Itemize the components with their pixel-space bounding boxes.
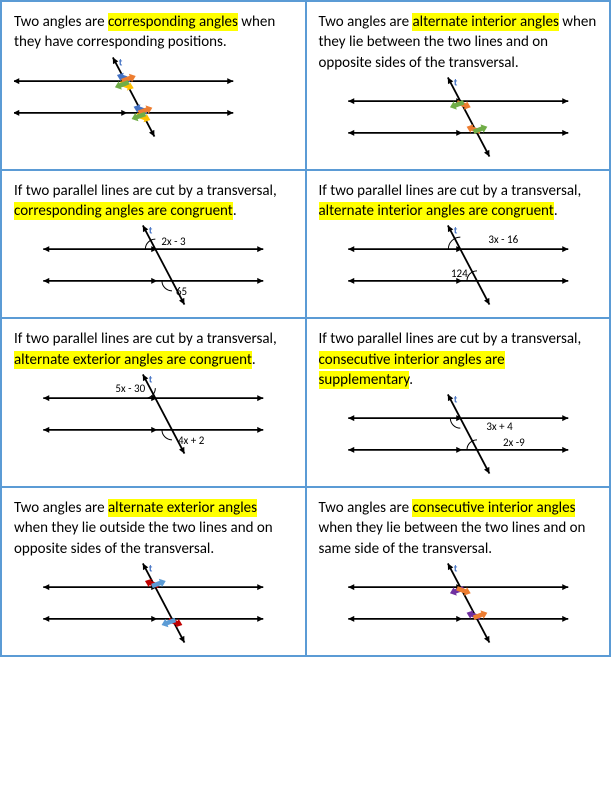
cell-text: If two parallel lines are cut by a trans… <box>319 181 598 222</box>
cell-7: Two angles are alternate exterior angles… <box>1 487 306 656</box>
diagram: t 5x - 30 4x + 2 <box>14 370 293 460</box>
svg-text:t: t <box>149 561 153 574</box>
svg-text:t: t <box>453 392 457 405</box>
cell-text: If two parallel lines are cut by a trans… <box>14 181 293 222</box>
svg-text:5x - 30: 5x - 30 <box>115 382 145 395</box>
cell-5: If two parallel lines are cut by a trans… <box>1 318 306 487</box>
svg-text:2x -9: 2x -9 <box>502 436 524 449</box>
diagram: t <box>14 559 293 649</box>
cell-8: Two angles are consecutive interior angl… <box>306 487 611 656</box>
cell-6: If two parallel lines are cut by a trans… <box>306 318 611 487</box>
svg-text:124: 124 <box>450 267 467 280</box>
cell-text: If two parallel lines are cut by a trans… <box>14 329 293 370</box>
svg-text:3x + 4: 3x + 4 <box>486 420 513 433</box>
svg-text:2x - 3: 2x - 3 <box>161 235 186 248</box>
svg-text:t: t <box>453 561 457 574</box>
diagram: t 2x - 3 65 <box>14 221 293 311</box>
cell-text: Two angles are corresponding angles when… <box>14 12 293 53</box>
svg-text:t: t <box>149 372 153 385</box>
svg-text:t: t <box>453 75 457 88</box>
cell-text: Two angles are consecutive interior angl… <box>319 498 598 559</box>
diagram: t 3x + 4 2x -9 <box>319 390 598 480</box>
diagram: t <box>319 73 598 163</box>
cell-2: Two angles are alternate interior angles… <box>306 1 611 170</box>
svg-text:3x - 16: 3x - 16 <box>488 233 518 246</box>
cell-text: If two parallel lines are cut by a trans… <box>319 329 598 390</box>
svg-text:4x + 2: 4x + 2 <box>178 434 205 447</box>
angle-relationships-grid: Two angles are corresponding angles when… <box>0 0 611 657</box>
cell-4: If two parallel lines are cut by a trans… <box>306 170 611 319</box>
cell-text: Two angles are alternate exterior angles… <box>14 498 293 559</box>
diagram: t <box>14 53 293 143</box>
svg-text:t: t <box>149 224 153 237</box>
cell-1: Two angles are corresponding angles when… <box>1 1 306 170</box>
cell-text: Two angles are alternate interior angles… <box>319 12 598 73</box>
cell-3: If two parallel lines are cut by a trans… <box>1 170 306 319</box>
diagram: t <box>319 559 598 649</box>
diagram: t 3x - 16 124 <box>319 221 598 311</box>
svg-text:t: t <box>119 55 123 68</box>
svg-text:t: t <box>453 224 457 237</box>
svg-text:65: 65 <box>176 285 187 298</box>
